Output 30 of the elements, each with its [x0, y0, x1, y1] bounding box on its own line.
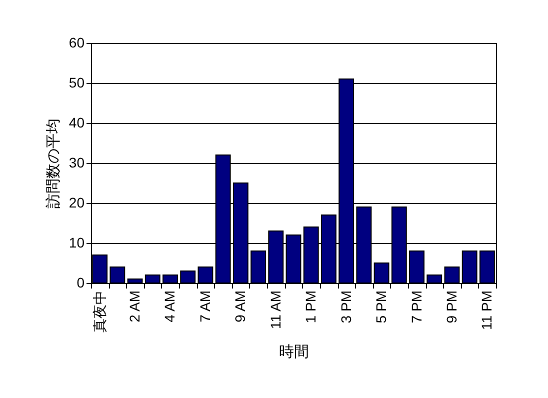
y-tick-label: 10: [68, 234, 85, 250]
y-tick-label: 20: [68, 194, 85, 210]
bar: [180, 270, 196, 284]
y-tick-label: 40: [68, 114, 85, 130]
x-tick-label: 9 PM: [443, 290, 460, 324]
bar: [144, 274, 160, 284]
x-tick-label: 1 PM: [302, 290, 319, 324]
x-tick-label: 9 AM: [232, 290, 248, 322]
x-tick-label: 3 PM: [338, 290, 354, 324]
bar: [374, 262, 390, 284]
bar: [409, 250, 424, 284]
x-tick-label: 7 AM: [196, 290, 213, 322]
y-tick-label: 60: [68, 34, 85, 50]
y-tick-label: 30: [68, 154, 85, 170]
y-tick-label: 50: [68, 74, 85, 90]
x-tick-label: 5 PM: [373, 290, 390, 324]
x-tick-label: 真夜中: [91, 290, 108, 332]
x-tick-label: 11 PM: [478, 290, 495, 330]
x-tick-label: 7 PM: [408, 290, 424, 324]
bar: [250, 250, 266, 284]
x-tick-label: 4 AM: [162, 290, 178, 322]
x-axis-title: 時間: [279, 344, 309, 360]
bar: [162, 274, 178, 284]
x-tick-label: 11 AM: [267, 290, 284, 330]
bar: [444, 266, 460, 284]
bar: [462, 250, 478, 284]
y-tick-label: 0: [76, 274, 85, 290]
y-axis-title: 訪問数の平均: [44, 118, 62, 208]
x-tick-label: 2 AM: [126, 290, 143, 322]
bar: [127, 278, 143, 284]
